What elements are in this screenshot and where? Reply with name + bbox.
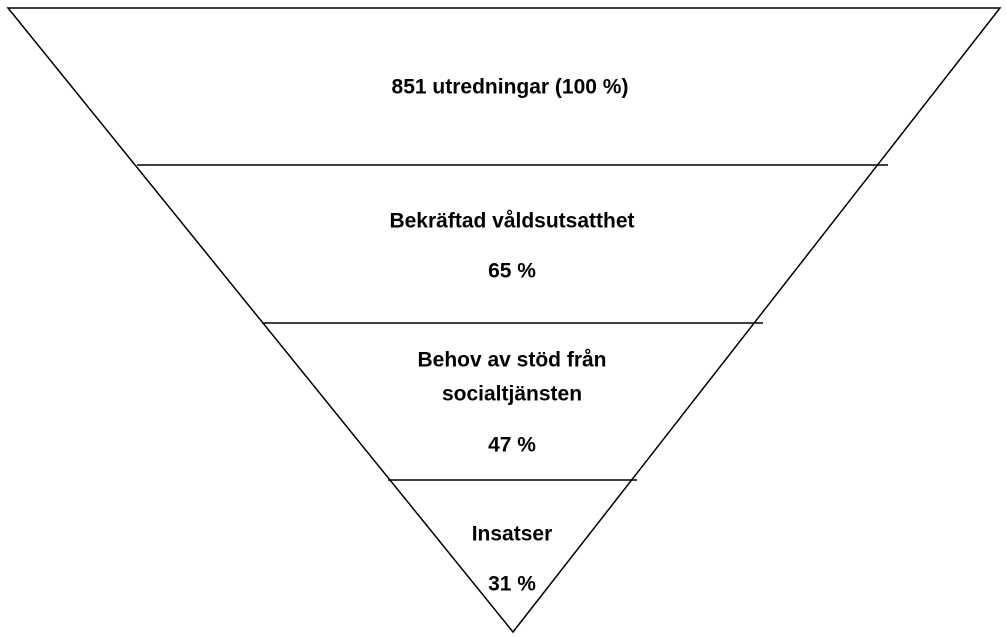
level-label: 851 utredningar (100 %) bbox=[392, 76, 629, 99]
level-value: 31 % bbox=[488, 573, 536, 596]
level-label: Bekräftad våldsutsatthet bbox=[389, 210, 634, 233]
level-value: 47 % bbox=[488, 434, 536, 457]
level-label: Insatser bbox=[472, 523, 553, 546]
level-value: 65 % bbox=[488, 260, 536, 283]
level-label: Behov av stöd från bbox=[417, 349, 606, 372]
funnel-outline bbox=[6, 7, 1002, 634]
level-label: socialtjänsten bbox=[442, 383, 582, 406]
